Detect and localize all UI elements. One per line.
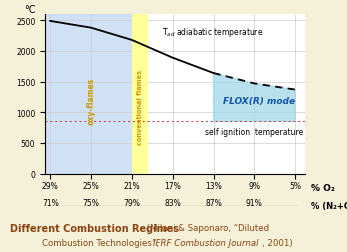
Text: T$_{ad}$ adiabatic temperature: T$_{ad}$ adiabatic temperature: [162, 26, 264, 39]
Text: oxy-flames: oxy-flames: [86, 77, 95, 124]
Text: 75%: 75%: [83, 198, 100, 207]
Text: Different Combustion Regimes: Different Combustion Regimes: [10, 223, 179, 233]
Text: conventional flames: conventional flames: [137, 69, 143, 144]
Text: (Milani & Saponaro, “Diluted: (Milani & Saponaro, “Diluted: [144, 223, 269, 232]
Text: 91%: 91%: [246, 198, 263, 207]
Text: 87%: 87%: [205, 198, 222, 207]
Bar: [132, 15, 147, 174]
Text: Combustion Technologies”,: Combustion Technologies”,: [42, 238, 161, 247]
Text: FLOX(R) mode: FLOX(R) mode: [223, 96, 296, 105]
Text: % O₂: % O₂: [311, 183, 335, 192]
Y-axis label: °C: °C: [24, 5, 35, 15]
Text: , 2001): , 2001): [262, 238, 293, 247]
Text: 71%: 71%: [42, 198, 59, 207]
Text: self ignition  temperature: self ignition temperature: [205, 127, 304, 136]
Text: IFRF Combustion Journal: IFRF Combustion Journal: [153, 238, 258, 247]
Polygon shape: [213, 74, 295, 122]
Text: 79%: 79%: [124, 198, 140, 207]
Text: 83%: 83%: [164, 198, 181, 207]
Text: % (N₂+CO₂+H₂O): % (N₂+CO₂+H₂O): [311, 201, 347, 210]
Bar: [45, 15, 132, 174]
